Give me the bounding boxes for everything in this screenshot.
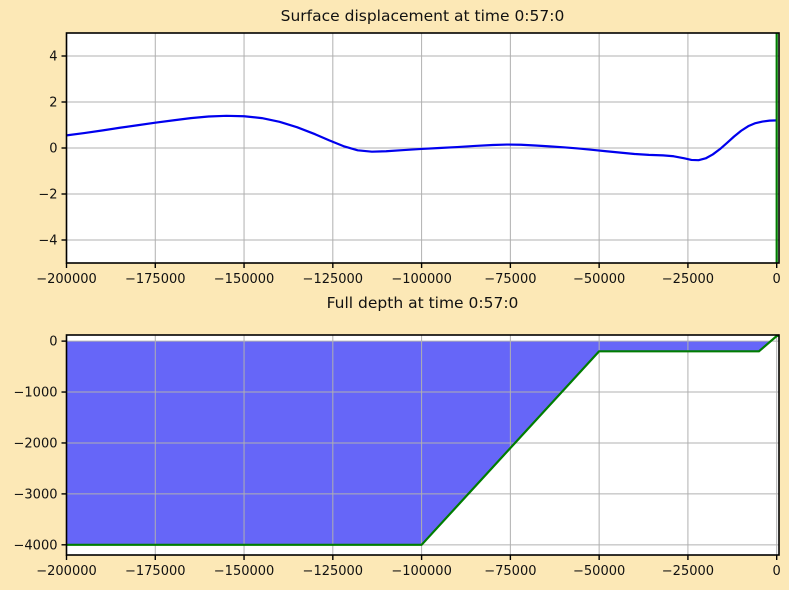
depth-plot-title: Full depth at time 0:57:0: [326, 294, 519, 312]
x-tick-label: −200000: [36, 272, 97, 287]
surface-plot-title: Surface displacement at time 0:57:0: [280, 7, 565, 25]
x-tick-label: −200000: [36, 564, 97, 579]
x-tick-label: −75000: [484, 564, 536, 579]
x-tick-label: −50000: [573, 564, 625, 579]
tick-labels: −200000 −175000 −150000 −125000 −100000 −7500…: [36, 50, 781, 288]
y-tick-label: 4: [49, 50, 57, 65]
surface-displacement-line: [66, 114, 777, 162]
x-tick-label: −50000: [573, 272, 625, 287]
y-tick-label: −4000: [14, 538, 58, 553]
x-tick-label: −75000: [484, 272, 536, 287]
y-tick-label: −3000: [14, 487, 58, 502]
y-tick-label: 2: [49, 96, 57, 111]
x-tick-label: 0: [773, 564, 781, 579]
x-tick-label: −175000: [125, 564, 186, 579]
x-tick-label: −150000: [214, 564, 275, 579]
x-tick-label: −100000: [391, 272, 452, 287]
tick-labels: −200000 −175000 −150000 −125000 −100000 −7500…: [14, 335, 781, 579]
bathymetry-line: [66, 334, 780, 546]
axes-spines: [65, 334, 780, 556]
plot-0: −200000 −175000 −150000 −125000 −100000 −7500…: [36, 32, 781, 288]
x-tick-label: −100000: [391, 564, 452, 579]
y-tick-label: 0: [49, 335, 57, 350]
x-tick-label: −175000: [125, 272, 186, 287]
y-tick-label: −2000: [14, 436, 58, 451]
y-tick-label: 0: [49, 142, 57, 157]
x-tick-label: −125000: [303, 272, 364, 287]
x-tick-label: −125000: [303, 564, 364, 579]
x-tick-label: −25000: [662, 564, 714, 579]
x-tick-label: −25000: [662, 272, 714, 287]
plot-1: −200000 −175000 −150000 −125000 −100000 −7500…: [14, 334, 781, 579]
y-tick-label: −4: [38, 234, 57, 249]
x-tick-label: 0: [773, 272, 781, 287]
x-tick-label: −150000: [214, 272, 275, 287]
y-tick-label: −1000: [14, 386, 58, 401]
y-tick-label: −2: [38, 188, 57, 203]
